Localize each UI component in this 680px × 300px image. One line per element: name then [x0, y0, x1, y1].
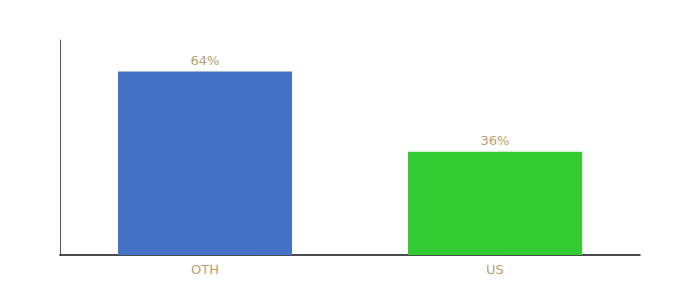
svg-text:36%: 36%	[481, 133, 510, 148]
svg-text:OTH: OTH	[191, 262, 219, 277]
svg-text:64%: 64%	[191, 53, 220, 68]
svg-text:US: US	[486, 262, 504, 277]
